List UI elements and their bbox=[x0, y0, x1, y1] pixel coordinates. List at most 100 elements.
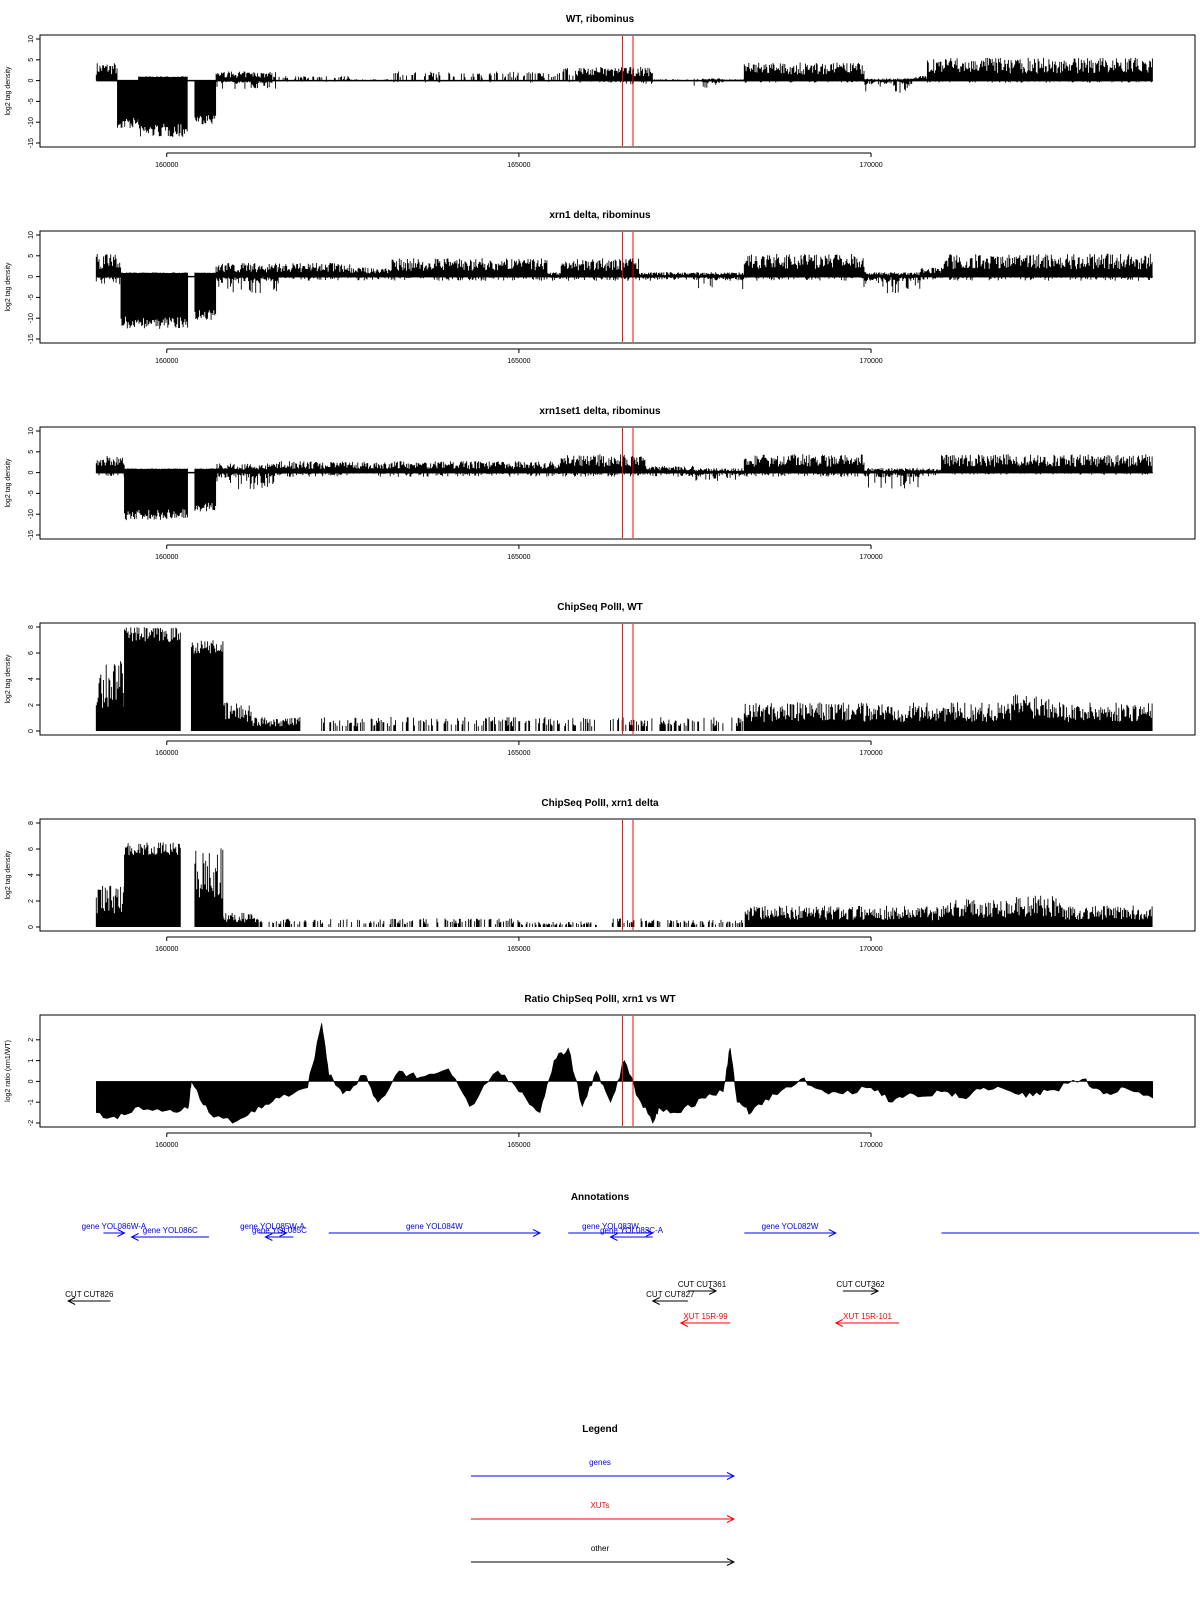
y-axis-label: log2 ratio (xrn1/WT) bbox=[5, 1040, 12, 1102]
x-tick-label: 165000 bbox=[507, 750, 530, 757]
y-tick-label: -5 bbox=[28, 490, 35, 496]
annotation-arrow-head bbox=[708, 1287, 718, 1295]
y-tick-label: 10 bbox=[28, 231, 35, 239]
chart-panel-3: xrn1set1 delta, ribominus log2 tag densit… bbox=[5, 406, 1196, 561]
coverage-positive bbox=[95, 842, 1153, 927]
annotation-arrow-head bbox=[279, 1229, 288, 1237]
annotation-label: gene YOL083W bbox=[582, 1222, 639, 1231]
legend-title: Legend bbox=[582, 1424, 618, 1435]
x-tick-label: 165000 bbox=[507, 162, 530, 169]
y-tick-label: -10 bbox=[28, 117, 35, 127]
y-tick-label: 8 bbox=[28, 625, 35, 629]
annotation-label: XUT 15R-101 bbox=[843, 1312, 892, 1321]
annotation-label: gene YOL083C-A bbox=[600, 1226, 664, 1235]
y-tick-label: -15 bbox=[28, 530, 35, 540]
legend-label: other bbox=[591, 1544, 610, 1553]
y-tick-label: 5 bbox=[28, 254, 35, 258]
y-tick-label: -5 bbox=[28, 98, 35, 104]
annotation-arrow-head bbox=[651, 1297, 660, 1305]
y-axis-label: log2 tag density bbox=[5, 66, 12, 116]
annotation-label: gene YOL085C bbox=[252, 1226, 307, 1235]
annotation-arrow-head bbox=[870, 1287, 880, 1295]
x-tick-label: 160000 bbox=[155, 1142, 178, 1149]
annotation-label: gene YOL082W bbox=[762, 1222, 819, 1231]
x-tick-label: 170000 bbox=[859, 946, 882, 953]
y-tick-label: 2 bbox=[28, 899, 35, 903]
chart-title: WT, ribominus bbox=[566, 14, 635, 25]
plot-frame bbox=[39, 426, 1196, 540]
annotation-arrow-head bbox=[117, 1229, 126, 1237]
annotation-label: gene YOL085W-A bbox=[240, 1222, 305, 1231]
chart-title: ChipSeq PolII, xrn1 delta bbox=[541, 798, 659, 809]
y-tick-label: -2 bbox=[28, 1120, 35, 1126]
legend-arrow-head bbox=[726, 1515, 736, 1523]
y-tick-label: 0 bbox=[28, 275, 35, 279]
annotation-label: gene YOL086W-A bbox=[82, 1222, 147, 1231]
annotation-label: CUT CUT361 bbox=[678, 1280, 727, 1289]
x-tick-label: 170000 bbox=[859, 1142, 882, 1149]
x-tick-label: 170000 bbox=[859, 358, 882, 365]
y-axis-label: log2 tag density bbox=[5, 458, 12, 508]
y-tick-label: -1 bbox=[28, 1099, 35, 1105]
annotations-title: Annotations bbox=[571, 1192, 630, 1203]
annotation-label: CUT CUT826 bbox=[65, 1290, 114, 1299]
y-tick-label: 5 bbox=[28, 450, 35, 454]
annotation-label: CUT CUT362 bbox=[836, 1280, 885, 1289]
y-axis-label: log2 tag density bbox=[5, 850, 12, 900]
annotation-label: gene YOL086C bbox=[143, 1226, 198, 1235]
y-axis-label: log2 tag density bbox=[5, 262, 12, 312]
chart-panel-5: ChipSeq PolII, xrn1 delta log2 tag densit… bbox=[5, 798, 1196, 953]
x-tick-label: 160000 bbox=[155, 750, 178, 757]
x-tick-label: 160000 bbox=[155, 358, 178, 365]
coverage-negative bbox=[95, 472, 1153, 521]
y-tick-label: 0 bbox=[28, 925, 35, 929]
annotation-arrow-head bbox=[679, 1319, 689, 1327]
annotation-arrow-head bbox=[645, 1229, 654, 1237]
chart-title: xrn1 delta, ribominus bbox=[549, 210, 651, 221]
y-tick-label: 10 bbox=[28, 35, 35, 43]
annotation-arrow-head bbox=[609, 1233, 618, 1241]
coverage-positive bbox=[95, 454, 1153, 473]
x-tick-label: 165000 bbox=[507, 946, 530, 953]
y-tick-label: -10 bbox=[28, 509, 35, 519]
y-tick-label: -10 bbox=[28, 313, 35, 323]
y-tick-label: 8 bbox=[28, 821, 35, 825]
legend-label: genes bbox=[589, 1458, 611, 1467]
y-tick-label: 6 bbox=[28, 847, 35, 851]
x-tick-label: 160000 bbox=[155, 554, 178, 561]
y-tick-label: 0 bbox=[28, 79, 35, 83]
y-tick-label: 0 bbox=[28, 729, 35, 733]
y-tick-label: -5 bbox=[28, 294, 35, 300]
legend-arrow-head bbox=[726, 1472, 736, 1480]
chart-panel-6: Ratio ChipSeq PolII, xrn1 vs WT log2 rati… bbox=[5, 994, 1196, 1149]
y-tick-label: 2 bbox=[28, 703, 35, 707]
annotation-arrow-head bbox=[828, 1229, 837, 1237]
plot-frame bbox=[39, 230, 1196, 344]
y-tick-label: 10 bbox=[28, 427, 35, 435]
y-tick-label: -15 bbox=[28, 334, 35, 344]
y-tick-label: 0 bbox=[28, 471, 35, 475]
annotation-label: gene YOL084W bbox=[406, 1222, 463, 1231]
chart-title: Ratio ChipSeq PolII, xrn1 vs WT bbox=[524, 994, 675, 1005]
coverage-positive bbox=[95, 253, 1153, 277]
chart-panel-1: WT, ribominus log2 tag density 10 5 0 -5 -10 -1… bbox=[5, 14, 1196, 169]
plot-frame bbox=[39, 1014, 1196, 1128]
annotation-arrow-head bbox=[264, 1233, 273, 1241]
y-tick-label: 4 bbox=[28, 677, 35, 681]
x-tick-label: 160000 bbox=[155, 162, 178, 169]
y-tick-label: 5 bbox=[28, 58, 35, 62]
chart-panel-4: ChipSeq PolII, WT log2 tag density 8 6 4 2 0 16… bbox=[5, 602, 1196, 757]
x-tick-label: 170000 bbox=[859, 162, 882, 169]
coverage-negative bbox=[95, 276, 1153, 329]
y-tick-label: 6 bbox=[28, 651, 35, 655]
annotation-arrow-head bbox=[834, 1319, 844, 1327]
annotation-label: XUT 15R-99 bbox=[683, 1312, 728, 1321]
x-tick-label: 170000 bbox=[859, 750, 882, 757]
chart-title: ChipSeq PolII, WT bbox=[557, 602, 643, 613]
coverage-positive bbox=[95, 627, 1153, 731]
y-tick-label: 1 bbox=[28, 1059, 35, 1063]
annotation-arrow-head bbox=[130, 1233, 139, 1241]
annotation-arrow-head bbox=[67, 1297, 76, 1305]
coverage-positive bbox=[95, 57, 1153, 81]
